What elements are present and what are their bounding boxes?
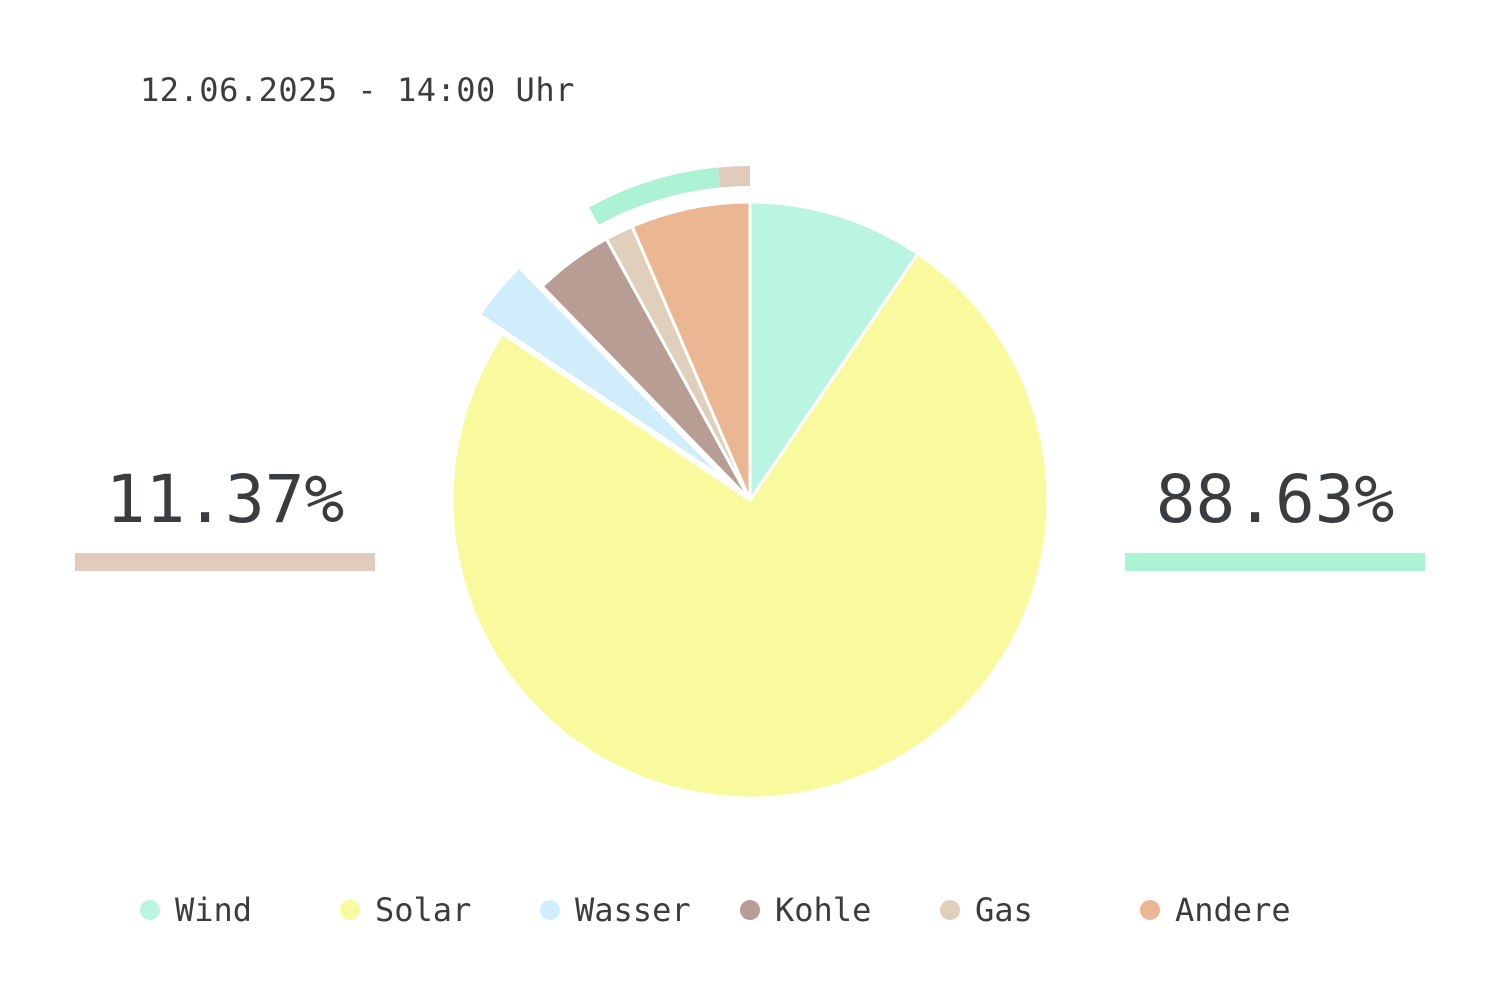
- legend-swatch-andere: [1140, 900, 1160, 920]
- legend-swatch-gas: [940, 900, 960, 920]
- legend-label-wasser: Wasser: [575, 891, 691, 929]
- legend-label-kohle: Kohle: [775, 891, 872, 929]
- legend-swatch-solar: [340, 900, 360, 920]
- share-left-bar: [75, 553, 375, 571]
- pie-slice-wasser: [478, 265, 729, 483]
- legend-swatch-wasser: [540, 900, 560, 920]
- pie-slice-solar: [450, 252, 1050, 800]
- share-left: 11.37%: [75, 460, 375, 571]
- legend-swatch-kohle: [740, 900, 760, 920]
- share-right-bar: [1125, 553, 1425, 571]
- ring-segment-andere: [589, 167, 720, 225]
- ring-segment-gas: [718, 166, 750, 188]
- pie-slice-andere: [630, 200, 752, 502]
- timestamp-label: 12.06.2025 - 14:00 Uhr: [140, 71, 575, 109]
- pie-slice-wind: [748, 200, 920, 502]
- legend-swatch-wind: [140, 900, 160, 920]
- legend-label-wind: Wind: [175, 891, 253, 929]
- legend-label-andere: Andere: [1175, 891, 1291, 929]
- share-left-value: 11.37%: [105, 461, 345, 538]
- legend-label-solar: Solar: [375, 891, 472, 929]
- legend-label-gas: Gas: [975, 891, 1033, 929]
- share-right-value: 88.63%: [1155, 461, 1395, 538]
- share-right: 88.63%: [1125, 460, 1425, 571]
